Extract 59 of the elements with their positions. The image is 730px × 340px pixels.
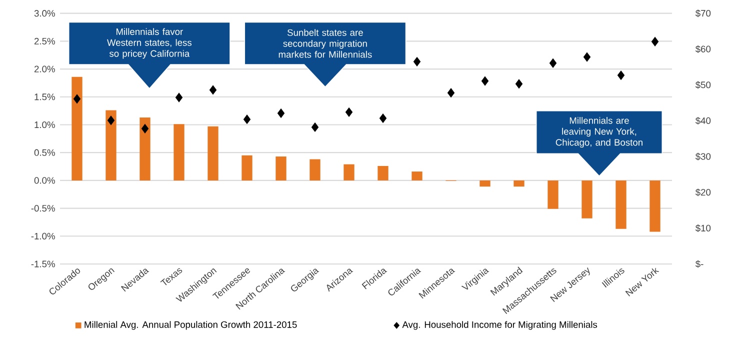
- point: [617, 70, 625, 80]
- y-tick-label: 0.5%: [34, 149, 55, 156]
- y-tick-label: 3.0%: [34, 10, 55, 17]
- y-tick-label: 1.5%: [34, 94, 55, 100]
- y2-tick-label: $-: [695, 260, 704, 268]
- point: [107, 116, 115, 126]
- bar: [344, 164, 354, 180]
- bar: [412, 172, 422, 180]
- point: [141, 124, 149, 134]
- y-tick-label: 2.0%: [34, 66, 55, 72]
- y2-tick-label: $50: [695, 81, 711, 89]
- bar: [548, 180, 558, 209]
- y2-tick-label: $70: [695, 10, 711, 18]
- annotation: Sunbelt states are secondary migration markets for Millennials: [278, 29, 372, 58]
- point: [447, 88, 455, 98]
- annotation: Millennials favor Western states, less so pricey California: [107, 28, 192, 59]
- y-tick-label: 2.5%: [34, 38, 55, 44]
- x-tick-label: New York: [625, 268, 660, 296]
- bar: [378, 166, 388, 180]
- y-tick-label: -1.5%: [31, 260, 55, 268]
- bar: [582, 180, 592, 218]
- annotation: Millennials are leaving New York, Chicago, and Boston: [556, 116, 642, 148]
- legend-label: Avg. Household Income for Migrating Millenials: [402, 321, 598, 330]
- point: [175, 92, 183, 102]
- bar: [310, 159, 320, 180]
- bar: [650, 180, 660, 232]
- point: [481, 76, 489, 86]
- y2-tick-label: $40: [695, 116, 711, 125]
- point: [345, 108, 353, 117]
- point: [243, 114, 251, 124]
- point: [413, 57, 421, 66]
- point: [73, 94, 81, 104]
- y2-tick-label: $30: [695, 152, 711, 160]
- bar: [514, 180, 524, 187]
- point: [311, 122, 319, 132]
- legend-label: Millenial Avg. Annual Population Growth 2011-2015: [84, 321, 297, 330]
- point: [515, 79, 523, 89]
- point: [277, 108, 285, 118]
- point: [651, 36, 659, 46]
- y2-tick-label: $60: [695, 45, 711, 53]
- point: [379, 114, 387, 123]
- y-tick-label: 0.0%: [34, 177, 55, 184]
- y2-tick-label: $10: [695, 224, 711, 232]
- point: [209, 85, 217, 95]
- bar: [140, 118, 150, 180]
- bar: [276, 156, 286, 180]
- y-tick-label: 1.0%: [34, 121, 55, 128]
- bar: [106, 110, 116, 180]
- bar: [174, 124, 184, 180]
- y-tick-label: -1.0%: [31, 232, 55, 240]
- bar: [72, 76, 82, 180]
- bar: [208, 126, 218, 180]
- bar: [616, 180, 626, 229]
- bar: [480, 180, 490, 187]
- point: [549, 58, 557, 68]
- point: [583, 52, 591, 62]
- y-tick-label: -0.5%: [31, 205, 55, 212]
- bar: [242, 155, 252, 180]
- y2-tick-label: $20: [695, 188, 711, 196]
